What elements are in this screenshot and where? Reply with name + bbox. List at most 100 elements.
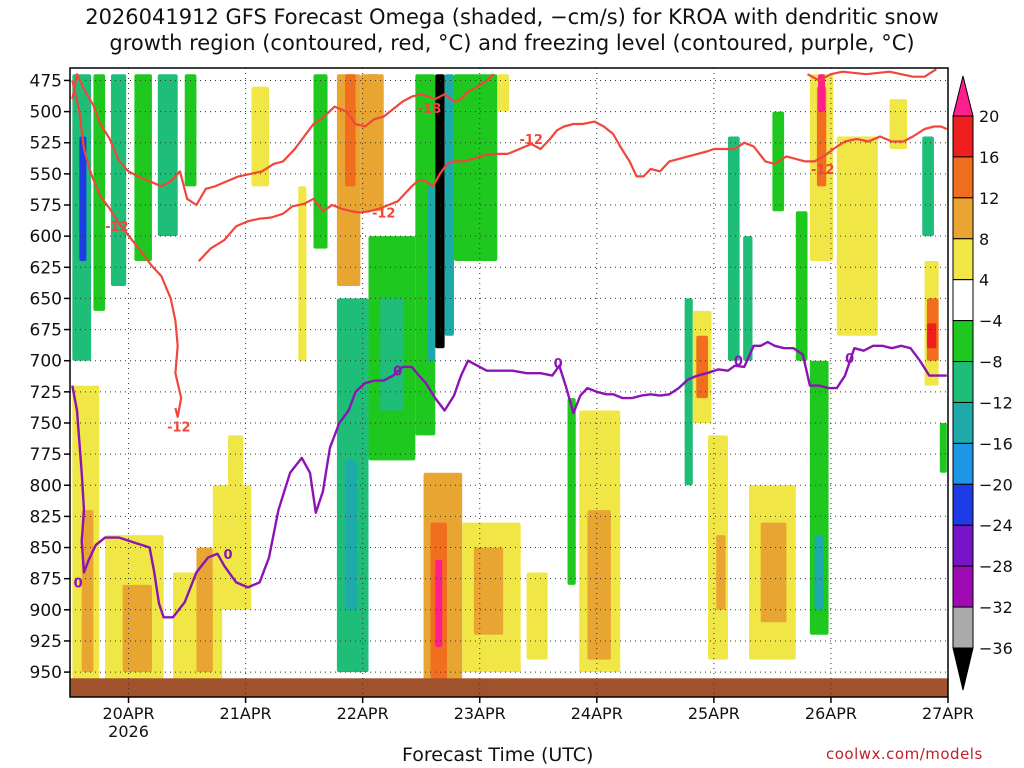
colorbar: 20 16 12 8 4 −4 −8 −12 −16 −20 −24 −28 −32 −36 [952, 75, 1013, 691]
y-tick-label-825: 825 [30, 507, 62, 527]
contour-label-10: 0 [734, 355, 743, 370]
colorbar-label-2: 12 [979, 189, 999, 208]
colorbar-segment-8 [952, 442, 974, 485]
omega-cell-41 [684, 298, 693, 486]
colorbar-label-7: −12 [979, 393, 1013, 412]
contour-label-6: 0 [74, 576, 83, 591]
colorbar-label-13: −36 [979, 639, 1013, 658]
y-tick-label-750: 750 [30, 414, 62, 434]
omega-cell-6 [184, 74, 197, 187]
omega-cell-47 [743, 236, 753, 361]
dgz-isotherm-line-0 [71, 80, 183, 418]
omega-cell-38 [567, 398, 576, 585]
colorbar-top-arrow [952, 75, 974, 117]
y-tick-label-475: 475 [30, 71, 62, 91]
omega-cell-63 [926, 323, 937, 349]
colorbar-bottom-arrow [952, 647, 974, 691]
colorbar-segment-7 [952, 401, 974, 444]
x-tick-year-label: 2026 [108, 722, 149, 741]
colorbar-label-8: −16 [979, 434, 1013, 453]
colorbar-segment-3 [952, 238, 974, 281]
omega-cell-28 [435, 74, 445, 349]
contour-label-4: -12 [372, 206, 396, 221]
colorbar-segment-1 [952, 156, 974, 199]
contour-label-1: -12 [167, 421, 191, 436]
plot-frame [69, 67, 949, 698]
dgz-isotherm-line-1 [71, 73, 495, 207]
y-tick-label-675: 675 [30, 321, 62, 341]
colorbar-label-10: −24 [979, 516, 1013, 535]
omega-cell-10 [122, 584, 152, 673]
colorbar-segment-4 [952, 279, 974, 322]
dgz-isotherm-line-2 [197, 120, 948, 262]
contour-label-2: -18 [418, 102, 442, 117]
y-tick-label-950: 950 [30, 663, 62, 683]
chart-title-line-2: growth region (contoured, red, °C) and f… [109, 31, 915, 55]
y-tick-label-800: 800 [30, 476, 62, 496]
y-tick-label-600: 600 [30, 227, 62, 247]
y-tick-label-725: 725 [30, 383, 62, 403]
omega-cell-60 [922, 136, 934, 237]
y-tick-label-875: 875 [30, 570, 62, 590]
colorbar-segment-9 [952, 483, 974, 526]
omega-cell-23 [345, 460, 357, 610]
freezing-level-line [71, 340, 947, 619]
chart-title: 2026041912 GFS Forecast Omega (shaded, −… [0, 4, 1024, 56]
colorbar-label-12: −32 [979, 598, 1013, 617]
contour-label-0: -12 [105, 220, 129, 235]
omega-cell-51 [795, 211, 808, 361]
omega-cell-64 [939, 422, 947, 473]
omega-cell-58 [854, 186, 872, 286]
y-tick-label-550: 550 [30, 165, 62, 185]
y-tick-label-525: 525 [30, 134, 62, 154]
colorbar-label-6: −8 [979, 353, 1003, 372]
x-tick-label-23APR: 23APR [454, 704, 506, 723]
omega-cell-5 [157, 74, 178, 237]
colorbar-label-9: −20 [979, 475, 1013, 494]
x-tick-label-26APR: 26APR [805, 704, 857, 723]
colorbar-segment-12 [952, 606, 974, 649]
ground-layer [70, 678, 948, 697]
omega-cell-16 [298, 186, 307, 361]
colorbar-label-0: 20 [979, 107, 999, 126]
colorbar-segment-11 [952, 565, 974, 608]
omega-cell-53 [814, 535, 824, 610]
colorbar-label-3: 8 [979, 230, 989, 249]
y-tick-label-625: 625 [30, 258, 62, 278]
omega-cell-8 [81, 510, 94, 673]
x-tick-label-25APR: 25APR [688, 704, 740, 723]
omega-cell-14 [228, 435, 244, 523]
contour-label-7: 0 [224, 548, 233, 563]
omega-cell-34 [435, 559, 443, 648]
contour-label-11: 0 [845, 352, 854, 367]
colorbar-label-5: −4 [979, 312, 1003, 331]
contour-label-3: -12 [519, 133, 543, 148]
omega-shading-layer [72, 74, 947, 691]
omega-cell-25 [380, 298, 404, 411]
omega-cell-27 [427, 186, 436, 361]
omega-cell-55 [816, 86, 827, 187]
ground-fill [70, 678, 948, 697]
colorbar-label-1: 16 [979, 148, 999, 167]
site-credit: coolwx.com/models [826, 745, 983, 763]
colorbar-segment-0 [952, 115, 974, 158]
omega-cell-36 [473, 547, 504, 635]
y-tick-label-650: 650 [30, 289, 62, 309]
x-axis-label: Forecast Time (UTC) [402, 744, 594, 766]
contour-layer: -12 -12 -18 -12 -12 -12 0 0 0 0 0 0 [71, 68, 948, 619]
y-tick-label-500: 500 [30, 103, 62, 123]
x-tick-label-27APR: 27APR [922, 704, 974, 723]
colorbar-segment-6 [952, 361, 974, 403]
omega-cell-3 [110, 74, 127, 286]
omega-cell-46 [727, 136, 740, 361]
x-tick-label-20APR: 20APR [102, 704, 154, 723]
y-tick-label-700: 700 [30, 352, 62, 372]
contour-label-5: -12 [811, 163, 835, 178]
omega-cell-21 [360, 74, 384, 212]
omega-cell-30 [453, 74, 498, 262]
dgz-isotherm-line-3 [806, 68, 937, 82]
omega-cell-37 [526, 572, 548, 660]
omega-cell-43 [696, 335, 709, 399]
y-tick-label-850: 850 [30, 539, 62, 559]
